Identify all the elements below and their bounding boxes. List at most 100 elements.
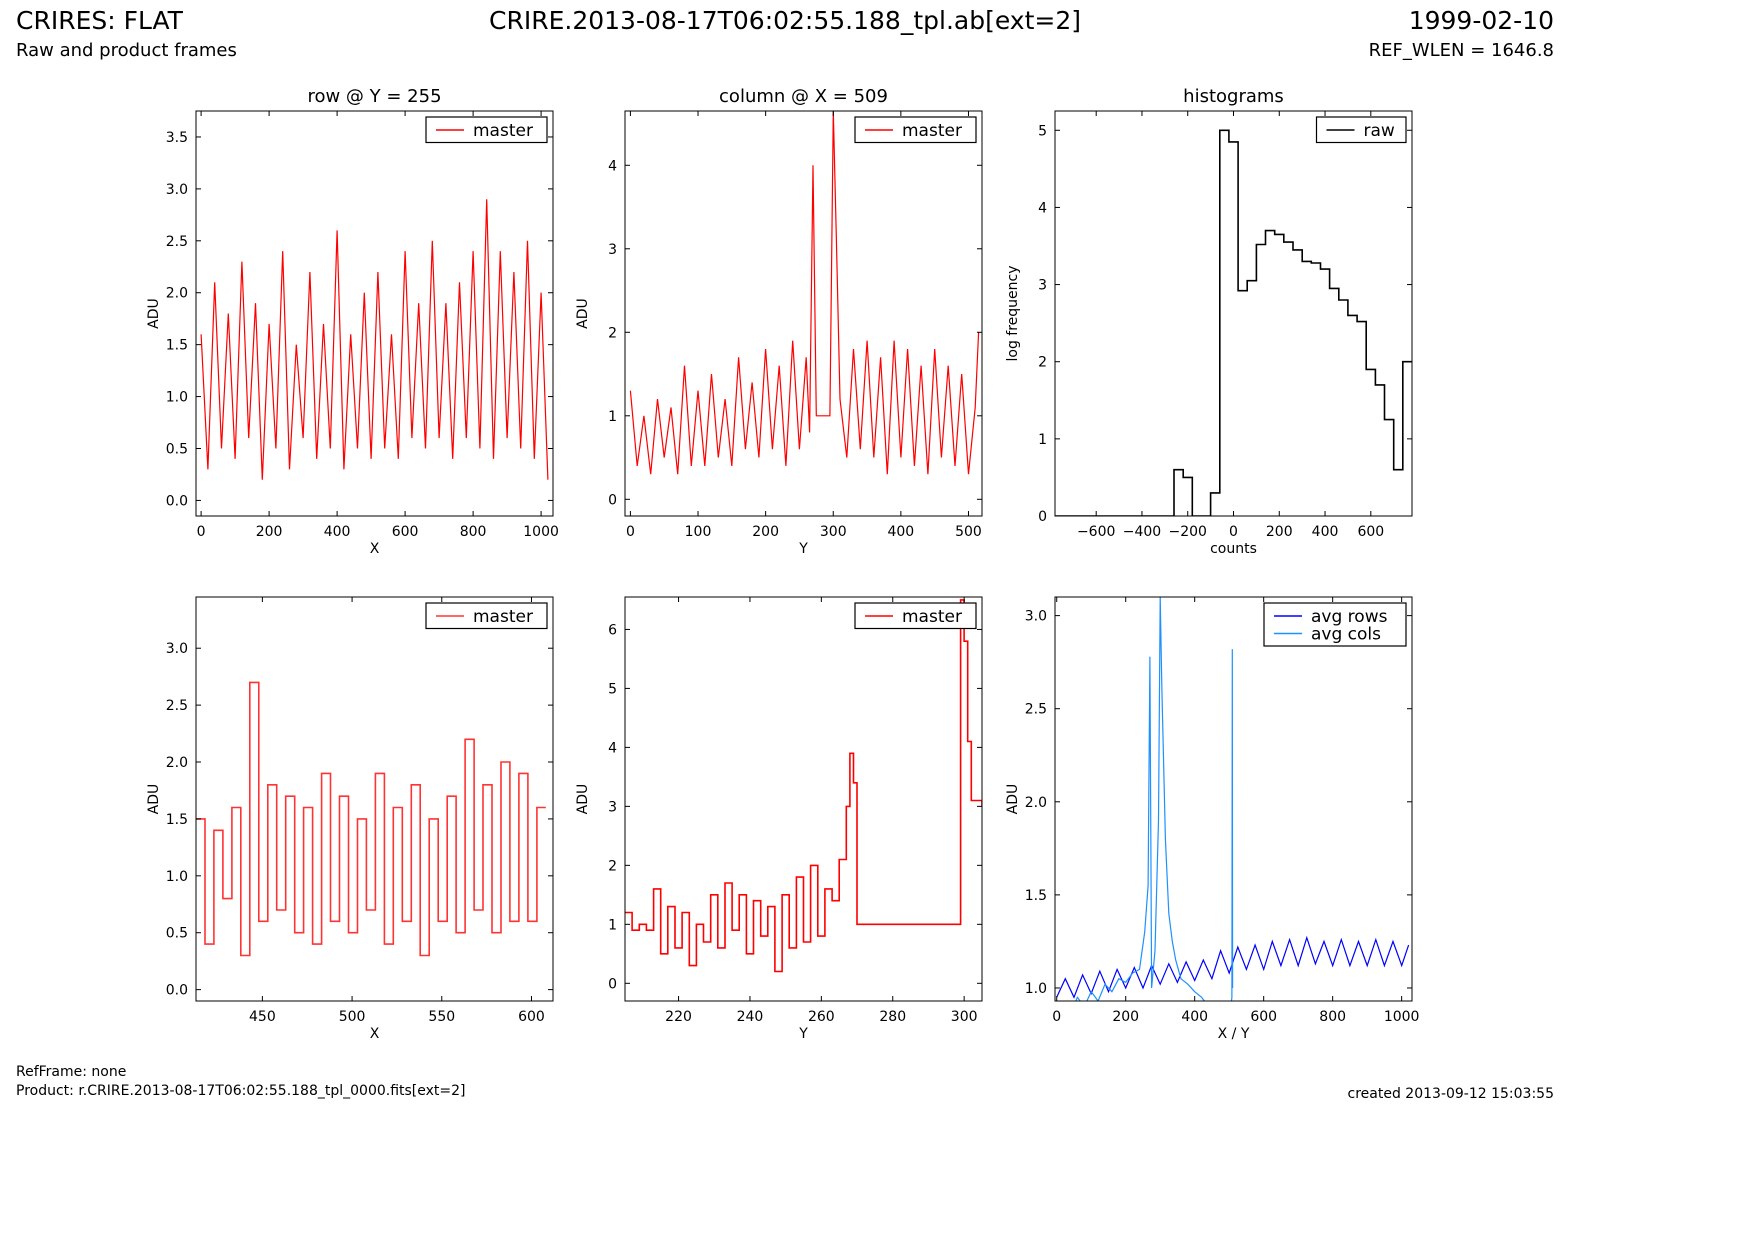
x-axis-label: X	[370, 541, 380, 557]
x-tick-label: 600	[518, 1009, 545, 1025]
x-tick-label: −400	[1123, 524, 1161, 540]
y-tick-label: 2.0	[166, 286, 188, 302]
x-tick-label: 0	[626, 524, 635, 540]
x-tick-label: 200	[256, 524, 283, 540]
y-tick-label: 2.5	[166, 234, 188, 250]
x-tick-label: −600	[1077, 524, 1115, 540]
footer-created: created 2013-09-12 15:03:55	[1347, 1086, 1554, 1102]
x-tick-label: 400	[1312, 524, 1339, 540]
x-axis-label: X / Y	[1218, 1026, 1250, 1042]
series-line-1	[625, 599, 982, 973]
x-axis-label: counts	[1210, 541, 1257, 557]
y-tick-label: 6	[608, 622, 617, 638]
plot-frame	[624, 110, 983, 517]
x-axis-label: Y	[798, 1026, 808, 1042]
x-tick-label: 200	[1266, 524, 1293, 540]
y-tick-label: 3.0	[166, 641, 188, 657]
figure-title-right: 1999-02-10	[1408, 6, 1554, 35]
series-line-1	[200, 199, 549, 480]
x-tick-label: 0	[1229, 524, 1238, 540]
series-line-1	[196, 681, 546, 957]
x-tick-label: 500	[955, 524, 982, 540]
x-tick-label: 600	[392, 524, 419, 540]
x-tick-label: 600	[1357, 524, 1384, 540]
figure-title-center: CRIRE.2013-08-17T06:02:55.188_tpl.ab[ext…	[489, 6, 1081, 35]
y-axis-label: ADU	[146, 784, 162, 815]
legend-frame	[1263, 602, 1407, 647]
plot-frame	[1054, 596, 1413, 1002]
chart-panel-1: 0 200 400 600 800 1000 0.0 0.5 1.0 1.5 2.0 2.5 3.0 3.…	[146, 86, 559, 557]
x-tick-label: 400	[887, 524, 914, 540]
legend-label: master	[902, 121, 962, 141]
plot-frame	[624, 596, 983, 1002]
series-line-2	[1075, 597, 1234, 1001]
chart-title: histograms	[1183, 86, 1284, 107]
y-tick-label: 2.5	[1025, 702, 1047, 718]
x-tick-label: 1000	[523, 524, 559, 540]
x-tick-label: 800	[1319, 1009, 1346, 1025]
y-tick-label: 3	[608, 799, 617, 815]
y-axis-label: ADU	[1005, 784, 1021, 815]
y-tick-label: 3.0	[1025, 609, 1047, 625]
y-tick-label: 1	[1038, 432, 1047, 448]
x-tick-label: 200	[1112, 1009, 1139, 1025]
y-axis-label: log frequency	[1005, 265, 1021, 361]
legend-label: master	[473, 121, 533, 141]
series-line-1	[1056, 935, 1410, 999]
x-tick-label: 200	[752, 524, 779, 540]
y-tick-label: 2	[1038, 355, 1047, 371]
y-tick-label: 1.5	[166, 338, 188, 354]
series-line-1	[1055, 129, 1412, 516]
y-tick-label: 0.5	[166, 442, 188, 458]
y-tick-label: 5	[608, 681, 617, 697]
legend: master	[425, 116, 548, 144]
x-tick-label: 260	[808, 1009, 835, 1025]
legend: master	[854, 602, 977, 630]
y-tick-label: 0	[1038, 509, 1047, 525]
y-tick-label: 0	[608, 976, 617, 992]
x-tick-label: 100	[685, 524, 712, 540]
y-tick-label: 4	[608, 158, 617, 174]
y-tick-label: 0.0	[166, 983, 188, 999]
x-tick-label: 550	[428, 1009, 455, 1025]
y-axis-label: ADU	[575, 298, 591, 329]
y-tick-label: 2	[608, 858, 617, 874]
x-tick-label: 300	[820, 524, 847, 540]
legend-label: avg rows	[1311, 607, 1388, 627]
y-tick-label: 4	[608, 740, 617, 756]
x-tick-label: 0	[197, 524, 206, 540]
y-tick-label: 1.0	[166, 390, 188, 406]
footer-product: Product: r.CRIRE.2013-08-17T06:02:55.188…	[16, 1083, 466, 1099]
y-tick-label: 1.0	[166, 869, 188, 885]
legend: raw	[1315, 116, 1407, 144]
chart-title: row @ Y = 255	[307, 86, 441, 107]
legend: master	[425, 602, 548, 630]
figure-subtitle-right: REF_WLEN = 1646.8	[1368, 40, 1554, 61]
x-axis-label: X	[370, 1026, 380, 1042]
legend-label: raw	[1364, 121, 1395, 141]
chart-panel-4: 450 500 550 600 0.0 0.5 1.0 1.5 2.0 2.5 3.0 X ADU mas…	[146, 596, 554, 1042]
y-tick-label: 5	[1038, 123, 1047, 139]
figure-title-left: CRIRES: FLAT	[16, 6, 183, 35]
x-tick-label: −200	[1169, 524, 1207, 540]
y-tick-label: 1	[608, 409, 617, 425]
y-tick-label: 1.5	[166, 812, 188, 828]
x-tick-label: 0	[1052, 1009, 1061, 1025]
x-tick-label: 240	[737, 1009, 764, 1025]
y-tick-label: 4	[1038, 200, 1047, 216]
y-axis-label: ADU	[575, 784, 591, 815]
y-tick-label: 1.0	[1025, 981, 1047, 997]
y-tick-label: 2.0	[166, 755, 188, 771]
x-tick-label: 300	[951, 1009, 978, 1025]
series-line-1	[629, 111, 980, 475]
y-tick-label: 2	[608, 325, 617, 341]
y-tick-label: 3.5	[166, 130, 188, 146]
chart-figure: 0 200 400 600 800 10000.00.51.01.52.02.53.03.…	[146, 86, 1419, 1042]
x-tick-label: 400	[1181, 1009, 1208, 1025]
y-tick-label: 3	[608, 242, 617, 258]
x-tick-label: 220	[665, 1009, 692, 1025]
x-tick-label: 500	[339, 1009, 366, 1025]
chart-panel-2: 0 100 200 300 400 500 0 1 2 3 4 column @ X = 509 Y AD…	[575, 86, 983, 557]
x-tick-label: 800	[460, 524, 487, 540]
